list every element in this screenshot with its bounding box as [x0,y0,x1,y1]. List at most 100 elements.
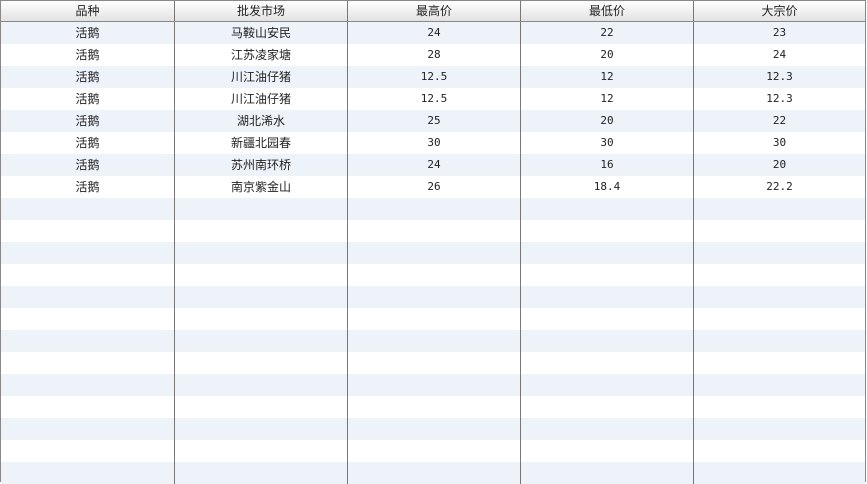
table-row[interactable]: 活鹅 马鞍山安民 24 22 23 [1,22,865,44]
market-cell [175,418,348,440]
market-cell [175,440,348,462]
variety-cell [1,308,175,330]
market-cell [175,396,348,418]
bulk-price-cell: 12.3 [766,92,793,105]
empty-row [1,242,865,264]
max-price-cell [348,198,521,220]
variety-cell [1,374,175,396]
table-row[interactable]: 活鹅 苏州南环桥 24 16 20 [1,154,865,176]
max-price-cell [348,462,521,484]
max-price-cell: 28 [348,44,521,66]
table-row[interactable]: 活鹅 川江油仔猪 12.5 12 12.3 [1,66,865,88]
variety-cell: 活鹅 [1,88,175,110]
bulk-price-cell [694,242,865,264]
bulk-price-cell [694,198,865,220]
column-header-min-price[interactable]: 最低价 [521,1,694,21]
min-price-cell: 12 [521,88,694,110]
table-row[interactable]: 活鹅 新疆北园春 30 30 30 [1,132,865,154]
market-cell: 湖北浠水 [175,110,348,132]
empty-row [1,462,865,484]
max-price-cell: 12.5 [348,88,521,110]
variety-cell: 活鹅 [1,110,175,132]
bulk-price-cell [694,396,865,418]
empty-row [1,330,865,352]
table-row[interactable]: 活鹅 南京紫金山 26 18.4 22.2 [1,176,865,198]
bulk-price-cell [694,286,865,308]
market-cell: 川江油仔猪 [175,88,348,110]
variety-cell [1,330,175,352]
max-price-cell [348,352,521,374]
table-row[interactable]: 活鹅 江苏凌家塘 28 20 24 [1,44,865,66]
variety-cell: 活鹅 [1,176,175,198]
min-price-cell [521,418,694,440]
max-price-cell [348,286,521,308]
market-cell [175,374,348,396]
variety-cell [1,198,175,220]
max-price-cell: 24 [348,154,521,176]
max-price-cell [348,308,521,330]
empty-row [1,198,865,220]
min-price-cell [521,286,694,308]
variety-cell [1,396,175,418]
column-header-max-price[interactable]: 最高价 [348,1,521,21]
table-body: 活鹅 马鞍山安民 24 22 23 活鹅 江苏凌家塘 28 20 24 活鹅 川江油仔猪 12.5 12 1… [1,22,865,484]
max-price-cell [348,330,521,352]
bulk-price-cell: 22 [772,114,787,127]
bulk-price-cell [694,440,865,462]
min-price-cell [521,264,694,286]
max-price-cell [348,396,521,418]
max-price-cell: 12.5 [348,66,521,88]
variety-cell [1,352,175,374]
market-cell: 苏州南环桥 [175,154,348,176]
bulk-price-cell [694,330,865,352]
variety-cell [1,264,175,286]
column-header-bulk-price[interactable]: 大宗价 [761,4,798,18]
empty-row [1,352,865,374]
column-header-variety[interactable]: 品种 [1,1,175,21]
bulk-price-cell [694,220,865,242]
market-cell: 川江油仔猪 [175,66,348,88]
max-price-cell: 25 [348,110,521,132]
table-row[interactable]: 活鹅 湖北浠水 25 20 22 [1,110,865,132]
empty-row [1,440,865,462]
variety-cell [1,242,175,264]
max-price-cell [348,220,521,242]
min-price-cell [521,220,694,242]
empty-row [1,374,865,396]
bulk-price-cell [694,374,865,396]
min-price-cell: 18.4 [521,176,694,198]
bulk-price-cell: 12.3 [766,70,793,83]
min-price-cell: 30 [521,132,694,154]
bulk-price-cell: 23 [772,26,787,39]
min-price-cell [521,330,694,352]
bulk-price-cell [694,308,865,330]
variety-cell: 活鹅 [1,154,175,176]
variety-cell [1,440,175,462]
column-header-market[interactable]: 批发市场 [175,1,348,21]
max-price-cell [348,242,521,264]
empty-row [1,396,865,418]
max-price-cell [348,418,521,440]
min-price-cell: 12 [521,66,694,88]
min-price-cell: 16 [521,154,694,176]
min-price-cell [521,352,694,374]
max-price-cell: 24 [348,22,521,44]
bulk-price-cell [694,462,865,484]
min-price-cell [521,374,694,396]
market-cell [175,330,348,352]
variety-cell: 活鹅 [1,66,175,88]
bulk-price-cell: 30 [772,136,787,149]
max-price-cell: 26 [348,176,521,198]
empty-row [1,264,865,286]
market-cell [175,264,348,286]
empty-row [1,308,865,330]
market-cell: 江苏凌家塘 [175,44,348,66]
min-price-cell [521,308,694,330]
table-header: 品种 批发市场 最高价 最低价 大宗价 [1,0,865,22]
max-price-cell [348,374,521,396]
bulk-price-cell [694,352,865,374]
table-row[interactable]: 活鹅 川江油仔猪 12.5 12 12.3 [1,88,865,110]
min-price-cell [521,242,694,264]
bulk-price-cell: 22.2 [766,180,793,193]
